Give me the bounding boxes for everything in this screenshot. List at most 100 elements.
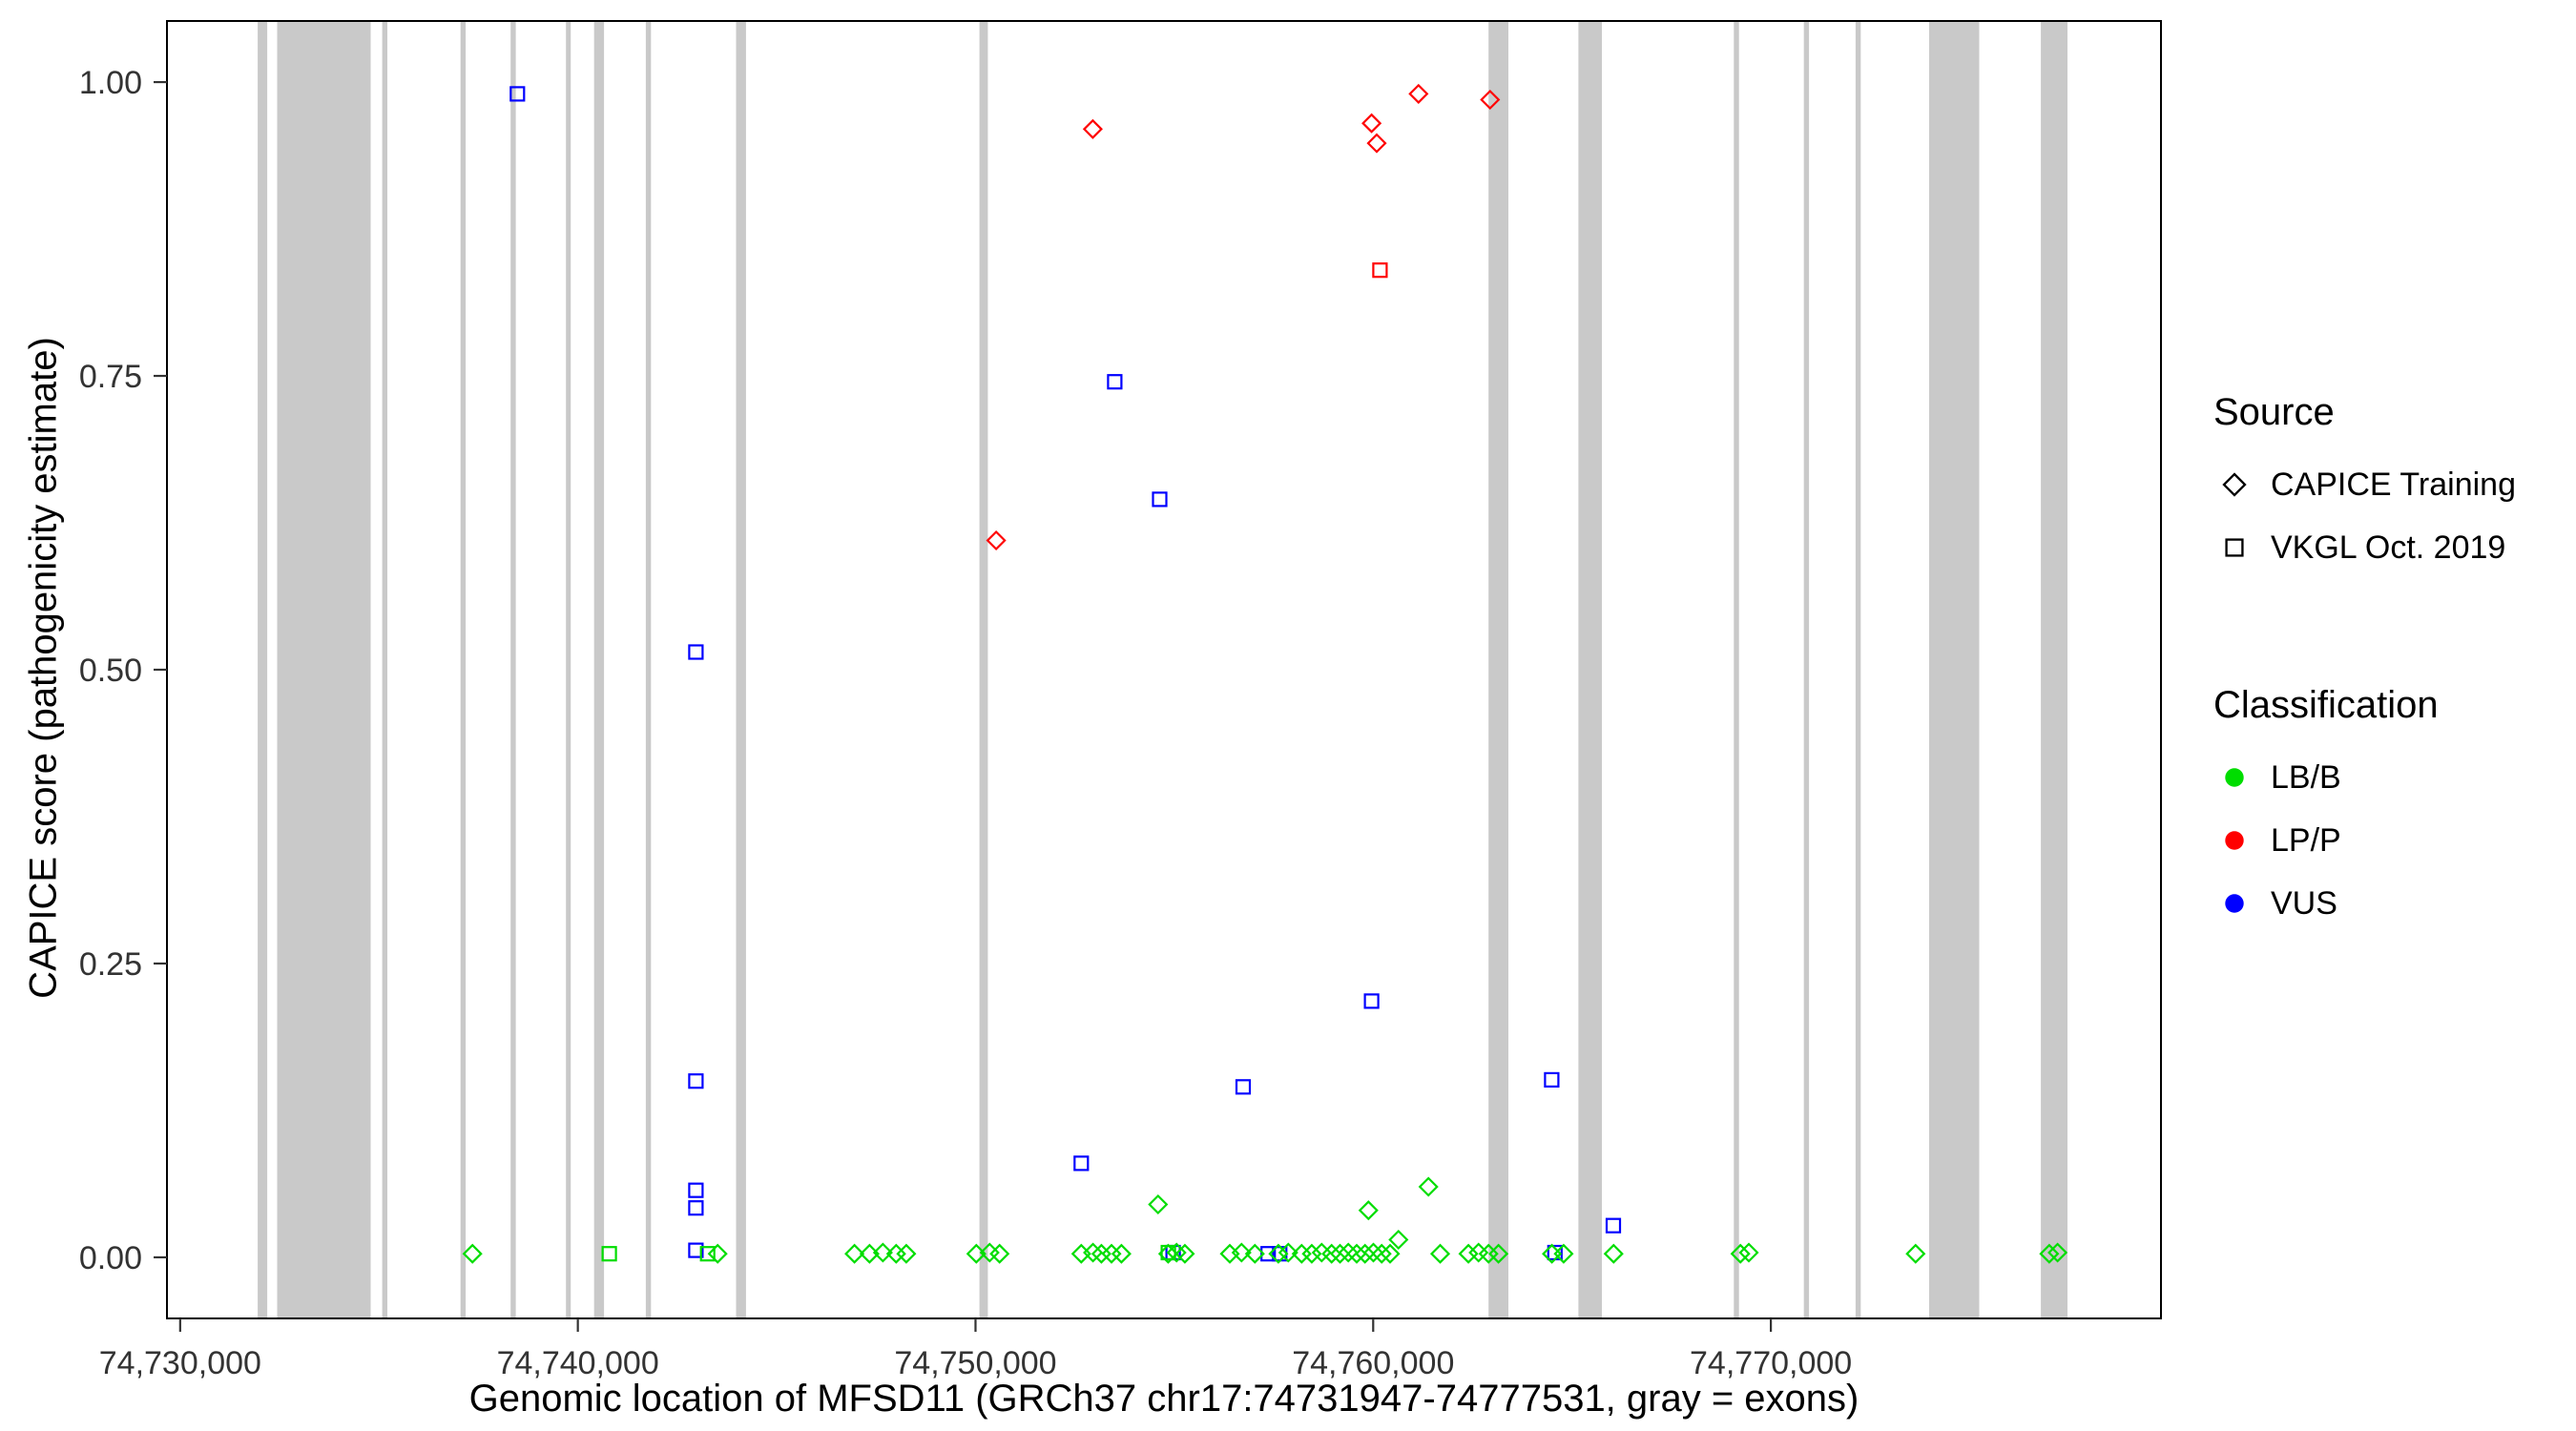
data-point-diamond bbox=[1174, 1243, 1195, 1264]
data-point-square bbox=[509, 86, 526, 102]
data-point-diamond bbox=[1321, 1243, 1342, 1264]
data-point-diamond bbox=[1219, 1243, 1240, 1264]
data-point-diamond bbox=[1355, 1243, 1376, 1264]
exon-band bbox=[736, 21, 746, 1318]
data-point-diamond bbox=[1301, 1243, 1322, 1264]
blue-dot-icon bbox=[2225, 894, 2244, 913]
data-point-diamond bbox=[1362, 1242, 1384, 1263]
data-point-diamond bbox=[1358, 1200, 1379, 1221]
data-point-square bbox=[1544, 1071, 1560, 1089]
open-square-icon bbox=[2225, 538, 2244, 557]
data-point-diamond bbox=[1070, 1243, 1091, 1264]
data-point-square bbox=[1372, 262, 1388, 279]
data-point-diamond bbox=[1338, 1242, 1359, 1263]
y-tick-label: 0.25 bbox=[79, 946, 142, 983]
exon-band bbox=[2041, 21, 2067, 1318]
data-point-diamond bbox=[1480, 89, 1501, 111]
legend-label-lb-b: LB/B bbox=[2271, 758, 2341, 796]
legend-label-vkgl-oct-2019: VKGL Oct. 2019 bbox=[2271, 529, 2506, 566]
data-point-diamond bbox=[2039, 1243, 2060, 1264]
data-point-diamond bbox=[989, 1243, 1010, 1264]
exon-band bbox=[1803, 21, 1810, 1318]
exon-band bbox=[645, 21, 652, 1318]
data-point-diamond bbox=[1388, 1229, 1409, 1251]
y-tick-label: 1.00 bbox=[79, 65, 142, 101]
panel-border bbox=[166, 20, 2162, 1319]
data-point-diamond bbox=[1329, 1243, 1351, 1264]
data-point-square bbox=[1160, 1244, 1176, 1261]
x-tick-label: 74,730,000 bbox=[99, 1345, 261, 1381]
exon-band bbox=[382, 21, 387, 1318]
y-tick-label: 0.50 bbox=[79, 653, 142, 689]
data-point-square bbox=[688, 644, 704, 660]
exon-band bbox=[566, 21, 571, 1318]
exon-band bbox=[460, 21, 467, 1318]
data-point-diamond bbox=[1380, 1243, 1401, 1264]
exon-band bbox=[258, 21, 268, 1318]
legend-item-lp-p: LP/P bbox=[2213, 809, 2516, 872]
y-tick-label: 0.75 bbox=[79, 359, 142, 395]
data-point-square bbox=[1152, 491, 1168, 508]
legend-classification-group: Classification LB/B LP/P VUS bbox=[2213, 684, 2516, 935]
data-point-square bbox=[688, 1242, 704, 1258]
data-point-diamond bbox=[1083, 1242, 1104, 1263]
data-point-diamond bbox=[1101, 1243, 1122, 1264]
legend-source-group: Source CAPICE Training VKGL Oct. 2019 bbox=[2213, 391, 2516, 579]
data-point-diamond bbox=[1603, 1243, 1624, 1264]
data-point-square bbox=[1605, 1217, 1622, 1234]
green-dot-icon bbox=[2225, 768, 2244, 787]
legend-source-title: Source bbox=[2213, 391, 2335, 433]
data-point-diamond bbox=[1488, 1243, 1509, 1264]
red-dot-icon bbox=[2225, 831, 2244, 850]
data-point-diamond bbox=[1408, 83, 1429, 104]
x-tick-label: 74,760,000 bbox=[1292, 1345, 1454, 1381]
exon-band bbox=[510, 21, 516, 1318]
data-point-diamond bbox=[1738, 1242, 1759, 1263]
data-point-diamond bbox=[986, 529, 1007, 551]
exon-band bbox=[1488, 21, 1508, 1318]
exon-band bbox=[277, 21, 371, 1318]
data-point-diamond bbox=[872, 1242, 893, 1263]
legend-item-vus: VUS bbox=[2213, 872, 2516, 935]
legend-classification-title: Classification bbox=[2213, 684, 2439, 726]
exon-band bbox=[1734, 21, 1739, 1318]
data-point-diamond bbox=[1553, 1243, 1574, 1264]
data-point-diamond bbox=[1244, 1243, 1265, 1264]
data-point-diamond bbox=[1268, 1243, 1289, 1264]
data-point-square bbox=[1235, 1079, 1252, 1095]
legend-label-lp-p: LP/P bbox=[2271, 821, 2341, 859]
data-point-diamond bbox=[707, 1243, 728, 1264]
plot-legend: Source CAPICE Training VKGL Oct. 2019 Cl… bbox=[2213, 391, 2516, 935]
data-point-diamond bbox=[1166, 1242, 1187, 1263]
data-point-diamond bbox=[1371, 1243, 1392, 1264]
data-point-diamond bbox=[1111, 1243, 1132, 1264]
exon-band bbox=[1855, 21, 1861, 1318]
data-point-diamond bbox=[1278, 1242, 1298, 1263]
data-point-diamond bbox=[462, 1243, 483, 1264]
data-point-diamond bbox=[844, 1243, 865, 1264]
data-point-diamond bbox=[1905, 1243, 1926, 1264]
exon-band bbox=[1578, 21, 1602, 1318]
legend-item-vkgl-oct-2019: VKGL Oct. 2019 bbox=[2213, 516, 2516, 579]
x-axis-title: Genomic location of MFSD11 (GRCh37 chr17… bbox=[468, 1378, 1859, 1420]
y-axis-title: CAPICE score (pathogenicity estimate) bbox=[22, 337, 65, 999]
data-point-square bbox=[1363, 993, 1380, 1009]
data-point-diamond bbox=[1361, 113, 1382, 134]
legend-label-vus: VUS bbox=[2271, 884, 2337, 922]
legend-item-lb-b: LB/B bbox=[2213, 746, 2516, 809]
exon-band bbox=[1929, 21, 1980, 1318]
exon-band bbox=[979, 21, 988, 1318]
data-point-diamond bbox=[1429, 1243, 1451, 1264]
data-point-square bbox=[688, 1200, 704, 1216]
data-point-diamond bbox=[1366, 133, 1387, 154]
data-point-diamond bbox=[1478, 1243, 1499, 1264]
x-tick-label: 74,770,000 bbox=[1690, 1345, 1852, 1381]
data-point-diamond bbox=[1458, 1243, 1479, 1264]
data-point-diamond bbox=[1148, 1193, 1169, 1215]
data-point-square bbox=[688, 1182, 704, 1198]
data-point-square bbox=[699, 1246, 716, 1262]
x-tick-label: 74,750,000 bbox=[894, 1345, 1056, 1381]
data-point-diamond bbox=[1082, 118, 1103, 139]
